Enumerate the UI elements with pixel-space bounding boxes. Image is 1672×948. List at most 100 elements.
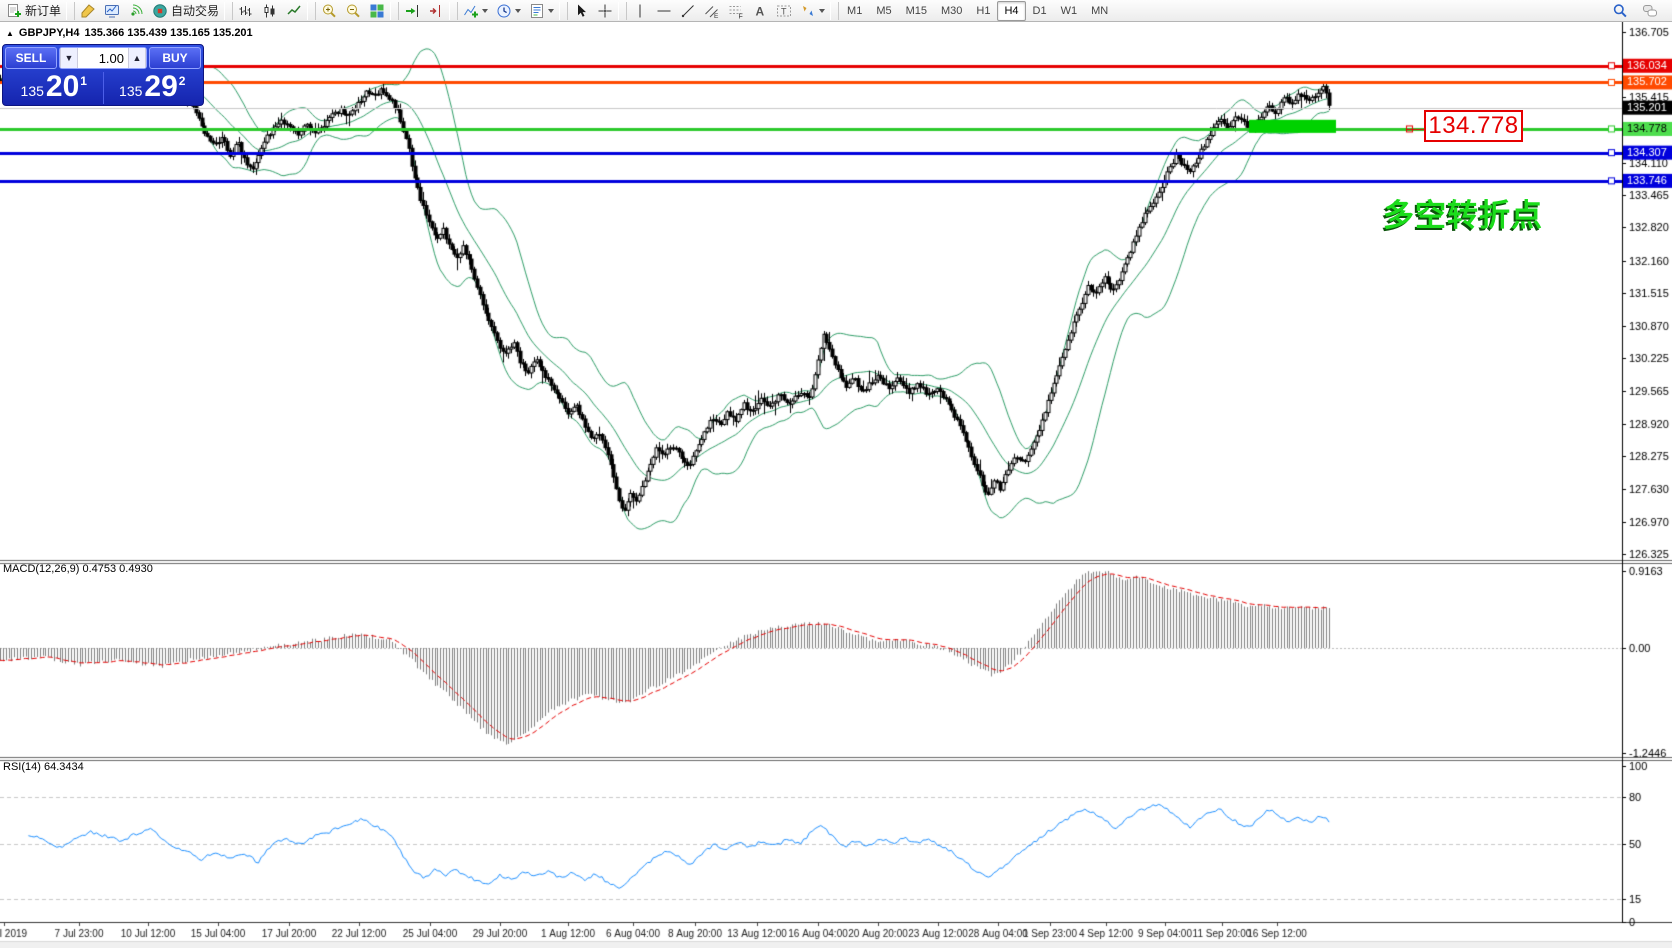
toolbar-separator	[830, 1, 840, 20]
toolbar-button-horizontal-line[interactable]	[652, 0, 676, 22]
chevron-down-icon[interactable]	[515, 8, 522, 13]
toolbar: 新订单 自动交易 E F A T M1 M5 M15 M30 H1 H4 D1 W1 MN	[0, 0, 1672, 22]
horizontal-line-icon	[656, 3, 672, 19]
buy-button[interactable]: BUY	[149, 47, 201, 69]
toolbar-button-signals[interactable]	[124, 0, 148, 22]
toolbar-separator	[449, 1, 459, 20]
templates-icon	[529, 3, 545, 19]
timeframe-button-D1[interactable]: D1	[1032, 4, 1047, 17]
buy-price[interactable]: 135 29 2	[119, 70, 186, 103]
timeframe-button-M5[interactable]: M5	[876, 4, 892, 17]
search-icon	[1612, 3, 1628, 19]
toolbar-button-tile-windows[interactable]	[365, 0, 389, 22]
toolbar-buttons: 新订单 自动交易 E F A T M1 M5 M15 M30 H1 H4 D1 W1 MN	[2, 0, 1608, 22]
note-text-annotation[interactable]: 多空转折点	[1383, 198, 1543, 233]
toolbar-button-vertical-line[interactable]	[628, 0, 652, 22]
timeframe-button-M30[interactable]: M30	[941, 4, 963, 17]
toolbar-button-arrows[interactable]	[796, 0, 829, 22]
toolbar-button-periods[interactable]	[492, 0, 525, 22]
fibonacci-icon: F	[728, 3, 744, 19]
svg-text:T: T	[781, 6, 787, 16]
chart-bars-icon	[238, 3, 254, 19]
timeframe-button-M15[interactable]: M15	[905, 4, 927, 17]
tile-windows-icon	[369, 3, 385, 19]
toolbar-button-templates[interactable]	[525, 0, 558, 22]
toolbar-button-search[interactable]	[1608, 0, 1632, 22]
chat-icon	[1642, 3, 1658, 19]
toolbar-separator	[390, 1, 400, 20]
toolbar-button-crosshair[interactable]	[593, 0, 617, 22]
timeframe-button-M1[interactable]: M1	[847, 4, 863, 17]
signals-icon	[128, 3, 144, 19]
zoom-in-icon	[321, 3, 337, 19]
text-label-icon: T	[776, 3, 792, 19]
toolbar-button-indicators[interactable]	[459, 0, 492, 22]
toolbar-button-text-label[interactable]: T	[772, 0, 796, 22]
toolbar-separator	[618, 1, 628, 20]
chart-line-icon	[286, 3, 302, 19]
volume-increase-button[interactable]: ▲	[128, 48, 146, 68]
text-icon: A	[752, 3, 768, 19]
chevron-down-icon[interactable]	[482, 8, 489, 13]
volume-control: ▼ ▲	[59, 47, 147, 69]
toolbar-separator	[559, 1, 569, 20]
toolbar-button-chart-shift[interactable]	[424, 0, 448, 22]
chevron-down-icon[interactable]	[548, 8, 555, 13]
arrows-icon	[800, 3, 816, 19]
svg-text:E: E	[714, 13, 719, 19]
timeframe-button-H1[interactable]: H1	[976, 4, 991, 17]
market-watch-icon	[104, 3, 120, 19]
toolbar-button-equidistant-channel[interactable]: E	[700, 0, 724, 22]
chart-window: ▲ GBPJPY,H4 135.366 135.439 135.165 135.…	[0, 22, 1672, 948]
cursor-icon	[573, 3, 589, 19]
price-chart-canvas[interactable]	[0, 22, 1672, 948]
toolbar-button-market-watch[interactable]	[100, 0, 124, 22]
toolbar-button-new-order[interactable]: 新订单	[2, 0, 65, 22]
price-callout-label[interactable]: 134.778	[1424, 110, 1523, 142]
new-order-icon	[6, 3, 22, 19]
svg-text:A: A	[756, 4, 765, 18]
toolbar-button-auto-scroll[interactable]	[400, 0, 424, 22]
equidistant-channel-icon: E	[704, 3, 720, 19]
one-click-collapse-icon[interactable]: ▲	[6, 28, 14, 38]
toolbar-button-chart-line[interactable]	[282, 0, 306, 22]
toolbar-button-chart-candles[interactable]	[258, 0, 282, 22]
toolbar-separator	[66, 1, 76, 20]
volume-decrease-button[interactable]: ▼	[60, 48, 78, 68]
timeframe-button-W1[interactable]: W1	[1060, 4, 1078, 17]
sell-price[interactable]: 135 20 1	[5, 72, 104, 104]
vertical-line-icon	[632, 3, 648, 19]
chart-candles-icon	[262, 3, 278, 19]
toolbar-button-zoom-in[interactable]	[317, 0, 341, 22]
toolbar-button-cursor[interactable]	[569, 0, 593, 22]
rsi-indicator-label: RSI(14) 64.3434	[3, 761, 84, 773]
chart-shift-icon	[428, 3, 444, 19]
periods-icon	[496, 3, 512, 19]
toolbar-button-chat[interactable]	[1638, 0, 1662, 22]
toolbar-button-text[interactable]: A	[748, 0, 772, 22]
timeframe-button-H4[interactable]: H4	[997, 0, 1026, 21]
toolbar-button-fibonacci[interactable]: F	[724, 0, 748, 22]
trendline-icon	[680, 3, 696, 19]
toolbar-right-icons	[1608, 0, 1670, 22]
autotrading-icon	[152, 3, 168, 19]
symbol-name: GBPJPY,H4	[18, 27, 80, 39]
chart-symbol-header: ▲ GBPJPY,H4 135.366 135.439 135.165 135.…	[6, 27, 253, 39]
timeframe-button-MN[interactable]: MN	[1091, 4, 1109, 17]
chevron-down-icon[interactable]	[819, 8, 826, 13]
toolbar-button-autotrading[interactable]: 自动交易	[148, 0, 223, 22]
toolbar-button-trendline[interactable]	[676, 0, 700, 22]
svg-text:F: F	[739, 13, 743, 19]
crosshair-icon	[597, 3, 613, 19]
auto-scroll-icon	[404, 3, 420, 19]
toolbar-button-chart-bars[interactable]	[234, 0, 258, 22]
indicators-icon	[463, 3, 479, 19]
zoom-out-icon	[345, 3, 361, 19]
toolbar-separator	[224, 1, 234, 20]
sell-button[interactable]: SELL	[5, 47, 57, 69]
toolbar-button-zoom-out[interactable]	[341, 0, 365, 22]
volume-input[interactable]	[78, 50, 128, 66]
toolbar-button-metaeditor[interactable]	[76, 0, 100, 22]
